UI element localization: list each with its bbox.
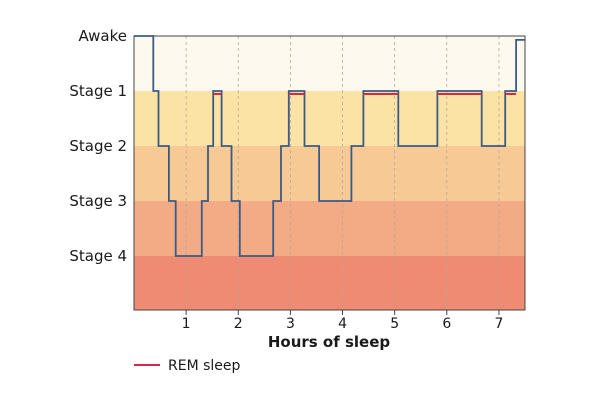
stage-band-2 (134, 146, 525, 201)
x-tick-label-6: 7 (494, 316, 503, 332)
x-tick-label-2: 3 (286, 316, 295, 332)
y-axis-stage-labels: Awake Stage 1 Stage 2 Stage 3 Stage 4 (69, 27, 127, 265)
y-stage-label-0: Awake (79, 27, 128, 45)
legend: REM sleep (134, 358, 241, 374)
y-stage-label-2: Stage 2 (69, 137, 127, 155)
legend-label-rem: REM sleep (168, 358, 241, 374)
hypnogram-line (134, 35, 525, 257)
stage-band-4 (134, 256, 525, 310)
y-stage-label-1: Stage 1 (69, 82, 127, 100)
stage-band-0 (134, 36, 525, 91)
grid-lines (185, 36, 500, 310)
y-stage-label-3: Stage 3 (69, 192, 127, 210)
stage-band-3 (134, 201, 525, 256)
plot-frame (133, 35, 526, 311)
y-stage-label-4: Stage 4 (69, 247, 127, 265)
x-tick-label-3: 4 (338, 316, 347, 332)
x-axis-title: Hours of sleep (268, 333, 391, 351)
x-axis-ticks: 1 2 3 4 5 6 7 (182, 310, 503, 332)
x-tick-label-4: 5 (390, 316, 399, 332)
stage-bands (134, 36, 525, 310)
stage-band-1 (134, 91, 525, 146)
x-tick-label-1: 2 (234, 316, 243, 332)
series-layer (134, 35, 525, 257)
x-tick-label-5: 6 (442, 316, 451, 332)
x-tick-label-0: 1 (182, 316, 191, 332)
